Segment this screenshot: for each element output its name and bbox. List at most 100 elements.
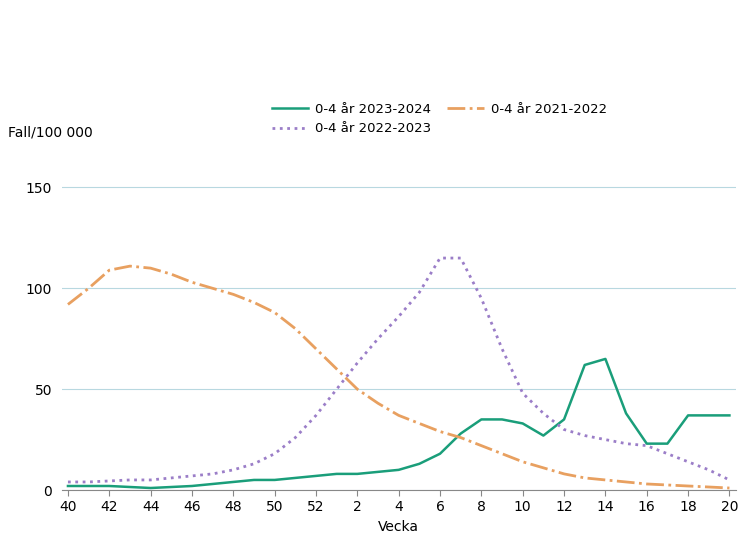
0-4 år 2021-2022 — [436, 428, 445, 435]
0-4 år 2023-2024 — [725, 412, 734, 419]
0-4 år 2021-2022 — [311, 345, 320, 352]
0-4 år 2022-2023 — [436, 255, 445, 261]
0-4 år 2022-2023 — [167, 475, 176, 481]
0-4 år 2021-2022 — [333, 366, 342, 372]
0-4 år 2023-2024 — [436, 450, 445, 457]
0-4 år 2023-2024 — [704, 412, 713, 419]
0-4 år 2022-2023 — [353, 360, 362, 366]
0-4 år 2022-2023 — [333, 386, 342, 393]
0-4 år 2021-2022 — [704, 484, 713, 490]
0-4 år 2022-2023 — [208, 470, 217, 477]
0-4 år 2023-2024 — [559, 416, 569, 423]
0-4 år 2023-2024 — [167, 484, 176, 490]
0-4 år 2021-2022 — [105, 267, 114, 273]
0-4 år 2021-2022 — [539, 464, 548, 471]
0-4 år 2022-2023 — [84, 479, 93, 485]
0-4 år 2022-2023 — [642, 442, 651, 449]
0-4 år 2021-2022 — [167, 271, 176, 277]
0-4 år 2021-2022 — [291, 326, 300, 332]
0-4 år 2023-2024 — [373, 469, 382, 475]
0-4 år 2022-2023 — [704, 467, 713, 473]
0-4 år 2021-2022 — [146, 265, 155, 271]
0-4 år 2023-2024 — [208, 481, 217, 488]
0-4 år 2021-2022 — [601, 477, 610, 483]
0-4 år 2022-2023 — [415, 289, 424, 296]
0-4 år 2022-2023 — [725, 477, 734, 483]
0-4 år 2022-2023 — [477, 295, 486, 302]
0-4 år 2022-2023 — [518, 390, 527, 396]
0-4 år 2023-2024 — [125, 484, 134, 490]
0-4 år 2021-2022 — [188, 279, 197, 285]
0-4 år 2022-2023 — [373, 335, 382, 342]
Line: 0-4 år 2023-2024: 0-4 år 2023-2024 — [68, 359, 729, 488]
0-4 år 2022-2023 — [394, 313, 403, 320]
0-4 år 2023-2024 — [291, 475, 300, 481]
0-4 år 2021-2022 — [125, 263, 134, 270]
0-4 år 2021-2022 — [208, 285, 217, 292]
0-4 år 2022-2023 — [456, 255, 465, 261]
0-4 år 2023-2024 — [498, 416, 507, 423]
0-4 år 2023-2024 — [146, 485, 155, 491]
0-4 år 2021-2022 — [498, 450, 507, 457]
0-4 år 2022-2023 — [559, 426, 569, 433]
0-4 år 2022-2023 — [63, 479, 72, 485]
0-4 år 2023-2024 — [63, 483, 72, 489]
0-4 år 2021-2022 — [84, 285, 93, 292]
Text: Fall/100 000: Fall/100 000 — [8, 125, 93, 139]
0-4 år 2022-2023 — [188, 473, 197, 479]
0-4 år 2023-2024 — [250, 477, 259, 483]
0-4 år 2023-2024 — [477, 416, 486, 423]
0-4 år 2021-2022 — [270, 309, 279, 316]
0-4 år 2022-2023 — [228, 467, 238, 473]
0-4 år 2021-2022 — [373, 400, 382, 407]
0-4 år 2022-2023 — [291, 434, 300, 441]
0-4 år 2023-2024 — [105, 483, 114, 489]
0-4 år 2022-2023 — [663, 450, 672, 457]
0-4 år 2023-2024 — [539, 432, 548, 439]
0-4 år 2023-2024 — [663, 440, 672, 447]
0-4 år 2021-2022 — [353, 386, 362, 393]
0-4 år 2022-2023 — [601, 436, 610, 443]
0-4 år 2023-2024 — [270, 477, 279, 483]
0-4 år 2021-2022 — [581, 475, 590, 481]
0-4 år 2022-2023 — [105, 478, 114, 484]
0-4 år 2021-2022 — [725, 485, 734, 491]
0-4 år 2021-2022 — [228, 291, 238, 298]
0-4 år 2023-2024 — [228, 479, 238, 485]
0-4 år 2023-2024 — [333, 470, 342, 477]
X-axis label: Vecka: Vecka — [379, 520, 419, 534]
0-4 år 2023-2024 — [518, 420, 527, 427]
0-4 år 2021-2022 — [642, 481, 651, 488]
0-4 år 2021-2022 — [621, 479, 630, 485]
Line: 0-4 år 2021-2022: 0-4 år 2021-2022 — [68, 266, 729, 488]
0-4 år 2021-2022 — [477, 442, 486, 449]
0-4 år 2021-2022 — [518, 458, 527, 465]
0-4 år 2023-2024 — [642, 440, 651, 447]
0-4 år 2022-2023 — [684, 458, 693, 465]
0-4 år 2023-2024 — [684, 412, 693, 419]
0-4 år 2023-2024 — [601, 356, 610, 362]
0-4 år 2023-2024 — [188, 483, 197, 489]
0-4 år 2023-2024 — [456, 430, 465, 437]
0-4 år 2021-2022 — [456, 434, 465, 441]
Legend: 0-4 år 2023-2024, 0-4 år 2022-2023, 0-4 år 2021-2022, : 0-4 år 2023-2024, 0-4 år 2022-2023, 0-4 … — [271, 103, 607, 136]
0-4 år 2022-2023 — [581, 432, 590, 439]
0-4 år 2023-2024 — [311, 473, 320, 479]
0-4 år 2021-2022 — [559, 470, 569, 477]
0-4 år 2022-2023 — [250, 461, 259, 467]
0-4 år 2021-2022 — [250, 299, 259, 306]
0-4 år 2023-2024 — [415, 461, 424, 467]
0-4 år 2021-2022 — [663, 481, 672, 488]
0-4 år 2023-2024 — [394, 467, 403, 473]
0-4 år 2021-2022 — [63, 301, 72, 308]
0-4 år 2023-2024 — [621, 410, 630, 417]
0-4 år 2023-2024 — [84, 483, 93, 489]
0-4 år 2022-2023 — [125, 477, 134, 483]
0-4 år 2022-2023 — [311, 412, 320, 419]
0-4 år 2023-2024 — [353, 470, 362, 477]
0-4 år 2022-2023 — [270, 450, 279, 457]
0-4 år 2022-2023 — [539, 410, 548, 417]
0-4 år 2021-2022 — [394, 412, 403, 419]
0-4 år 2022-2023 — [146, 477, 155, 483]
Line: 0-4 år 2022-2023: 0-4 år 2022-2023 — [68, 258, 729, 482]
